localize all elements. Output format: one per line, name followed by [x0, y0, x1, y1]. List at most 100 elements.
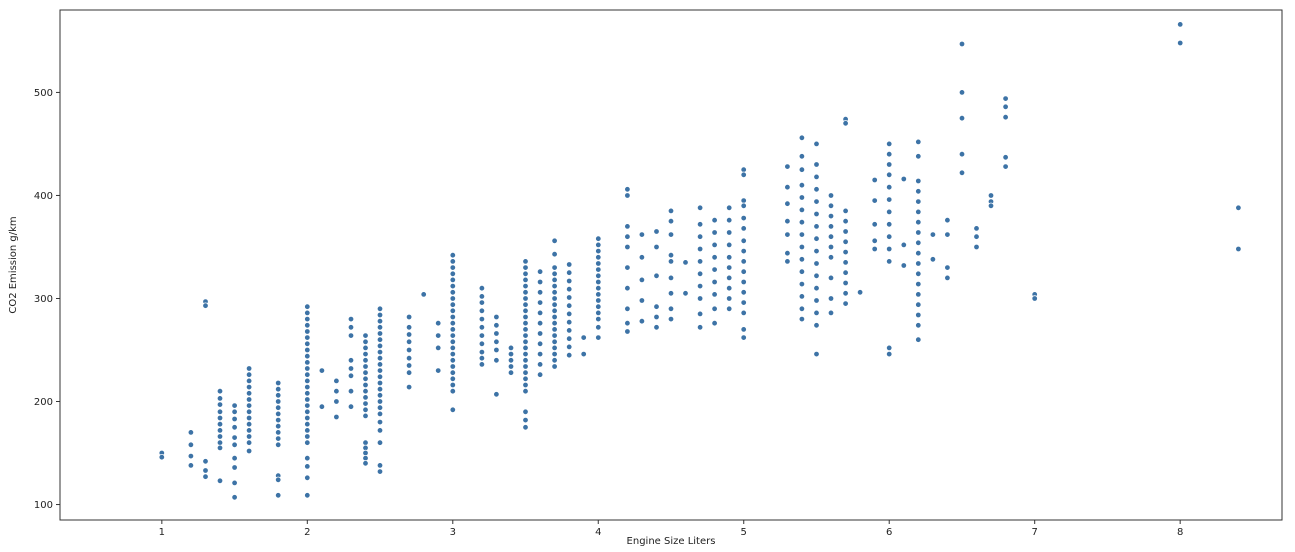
data-point	[595, 324, 602, 331]
data-point	[231, 464, 238, 471]
data-point	[886, 208, 893, 216]
data-point	[667, 258, 675, 265]
data-point	[915, 208, 922, 216]
data-point	[275, 416, 282, 424]
data-point	[304, 371, 311, 378]
data-point	[304, 421, 311, 428]
data-point	[958, 169, 966, 176]
data-point	[507, 350, 515, 358]
data-point	[376, 468, 384, 475]
data-point	[245, 365, 253, 372]
data-point	[726, 295, 733, 302]
data-point	[566, 269, 573, 276]
data-point	[740, 326, 747, 333]
data-point	[551, 250, 558, 258]
data-point	[813, 350, 820, 358]
data-point	[275, 429, 282, 436]
data-point	[245, 402, 253, 409]
data-point	[886, 183, 893, 191]
data-point	[522, 289, 529, 296]
x-tick-label: 8	[1177, 527, 1183, 538]
data-point	[376, 427, 384, 434]
data-point	[478, 307, 486, 314]
data-point	[696, 245, 704, 253]
data-point	[740, 214, 747, 222]
data-point	[449, 338, 456, 345]
data-point	[522, 301, 529, 308]
y-tick-label: 400	[34, 191, 53, 202]
data-point	[798, 206, 806, 214]
data-point	[798, 293, 806, 300]
data-point	[944, 216, 951, 224]
data-point	[1176, 39, 1184, 47]
data-point	[667, 315, 675, 323]
data-point	[1176, 21, 1184, 28]
data-point	[886, 344, 893, 352]
data-point	[449, 363, 456, 370]
data-point	[624, 186, 631, 193]
data-point	[696, 258, 704, 265]
data-point	[595, 309, 602, 317]
data-point	[333, 413, 340, 421]
data-point	[915, 322, 922, 329]
data-point	[929, 256, 937, 263]
data-point	[566, 352, 573, 359]
data-point	[304, 463, 311, 470]
data-point	[740, 225, 747, 232]
data-point	[536, 330, 544, 337]
data-point	[493, 391, 500, 398]
x-tick-label: 4	[595, 527, 601, 538]
data-point	[362, 412, 369, 420]
data-point	[551, 332, 558, 339]
data-point	[551, 301, 558, 308]
data-point	[900, 175, 907, 183]
data-point	[333, 398, 340, 405]
data-point	[245, 396, 253, 403]
data-point	[740, 299, 747, 306]
data-point	[871, 176, 878, 184]
data-point	[376, 367, 384, 374]
data-point	[522, 350, 529, 358]
y-tick-label: 200	[34, 397, 53, 408]
data-point	[522, 424, 529, 431]
data-point	[842, 259, 849, 266]
data-point	[216, 421, 224, 428]
data-point	[813, 322, 820, 329]
data-point	[376, 355, 384, 362]
data-point	[187, 429, 195, 436]
data-point	[595, 241, 602, 249]
data-point	[304, 390, 311, 397]
data-point	[275, 410, 282, 418]
data-point	[798, 181, 806, 189]
data-point	[856, 289, 864, 296]
data-point	[696, 295, 704, 302]
data-point	[653, 228, 660, 235]
data-point	[275, 404, 282, 411]
data-point	[551, 344, 558, 352]
data-point	[522, 338, 529, 345]
data-point	[362, 460, 369, 467]
data-point	[667, 305, 675, 312]
data-point	[624, 223, 631, 230]
data-point	[333, 388, 340, 395]
data-point	[871, 237, 878, 244]
data-point	[726, 216, 733, 224]
data-point	[216, 401, 224, 408]
data-point	[362, 449, 369, 457]
data-point	[711, 216, 718, 224]
data-point	[1002, 103, 1009, 110]
data-point	[449, 357, 456, 364]
data-point	[275, 379, 282, 387]
data-point	[304, 334, 311, 341]
data-point	[493, 313, 500, 321]
data-point	[507, 344, 515, 352]
data-point	[405, 324, 413, 331]
data-point	[522, 282, 529, 290]
data-point	[449, 388, 456, 395]
data-point	[667, 290, 675, 297]
data-point	[158, 454, 165, 461]
data-point	[624, 320, 631, 327]
data-point	[449, 289, 456, 296]
data-point	[216, 477, 224, 484]
data-point	[522, 344, 529, 352]
